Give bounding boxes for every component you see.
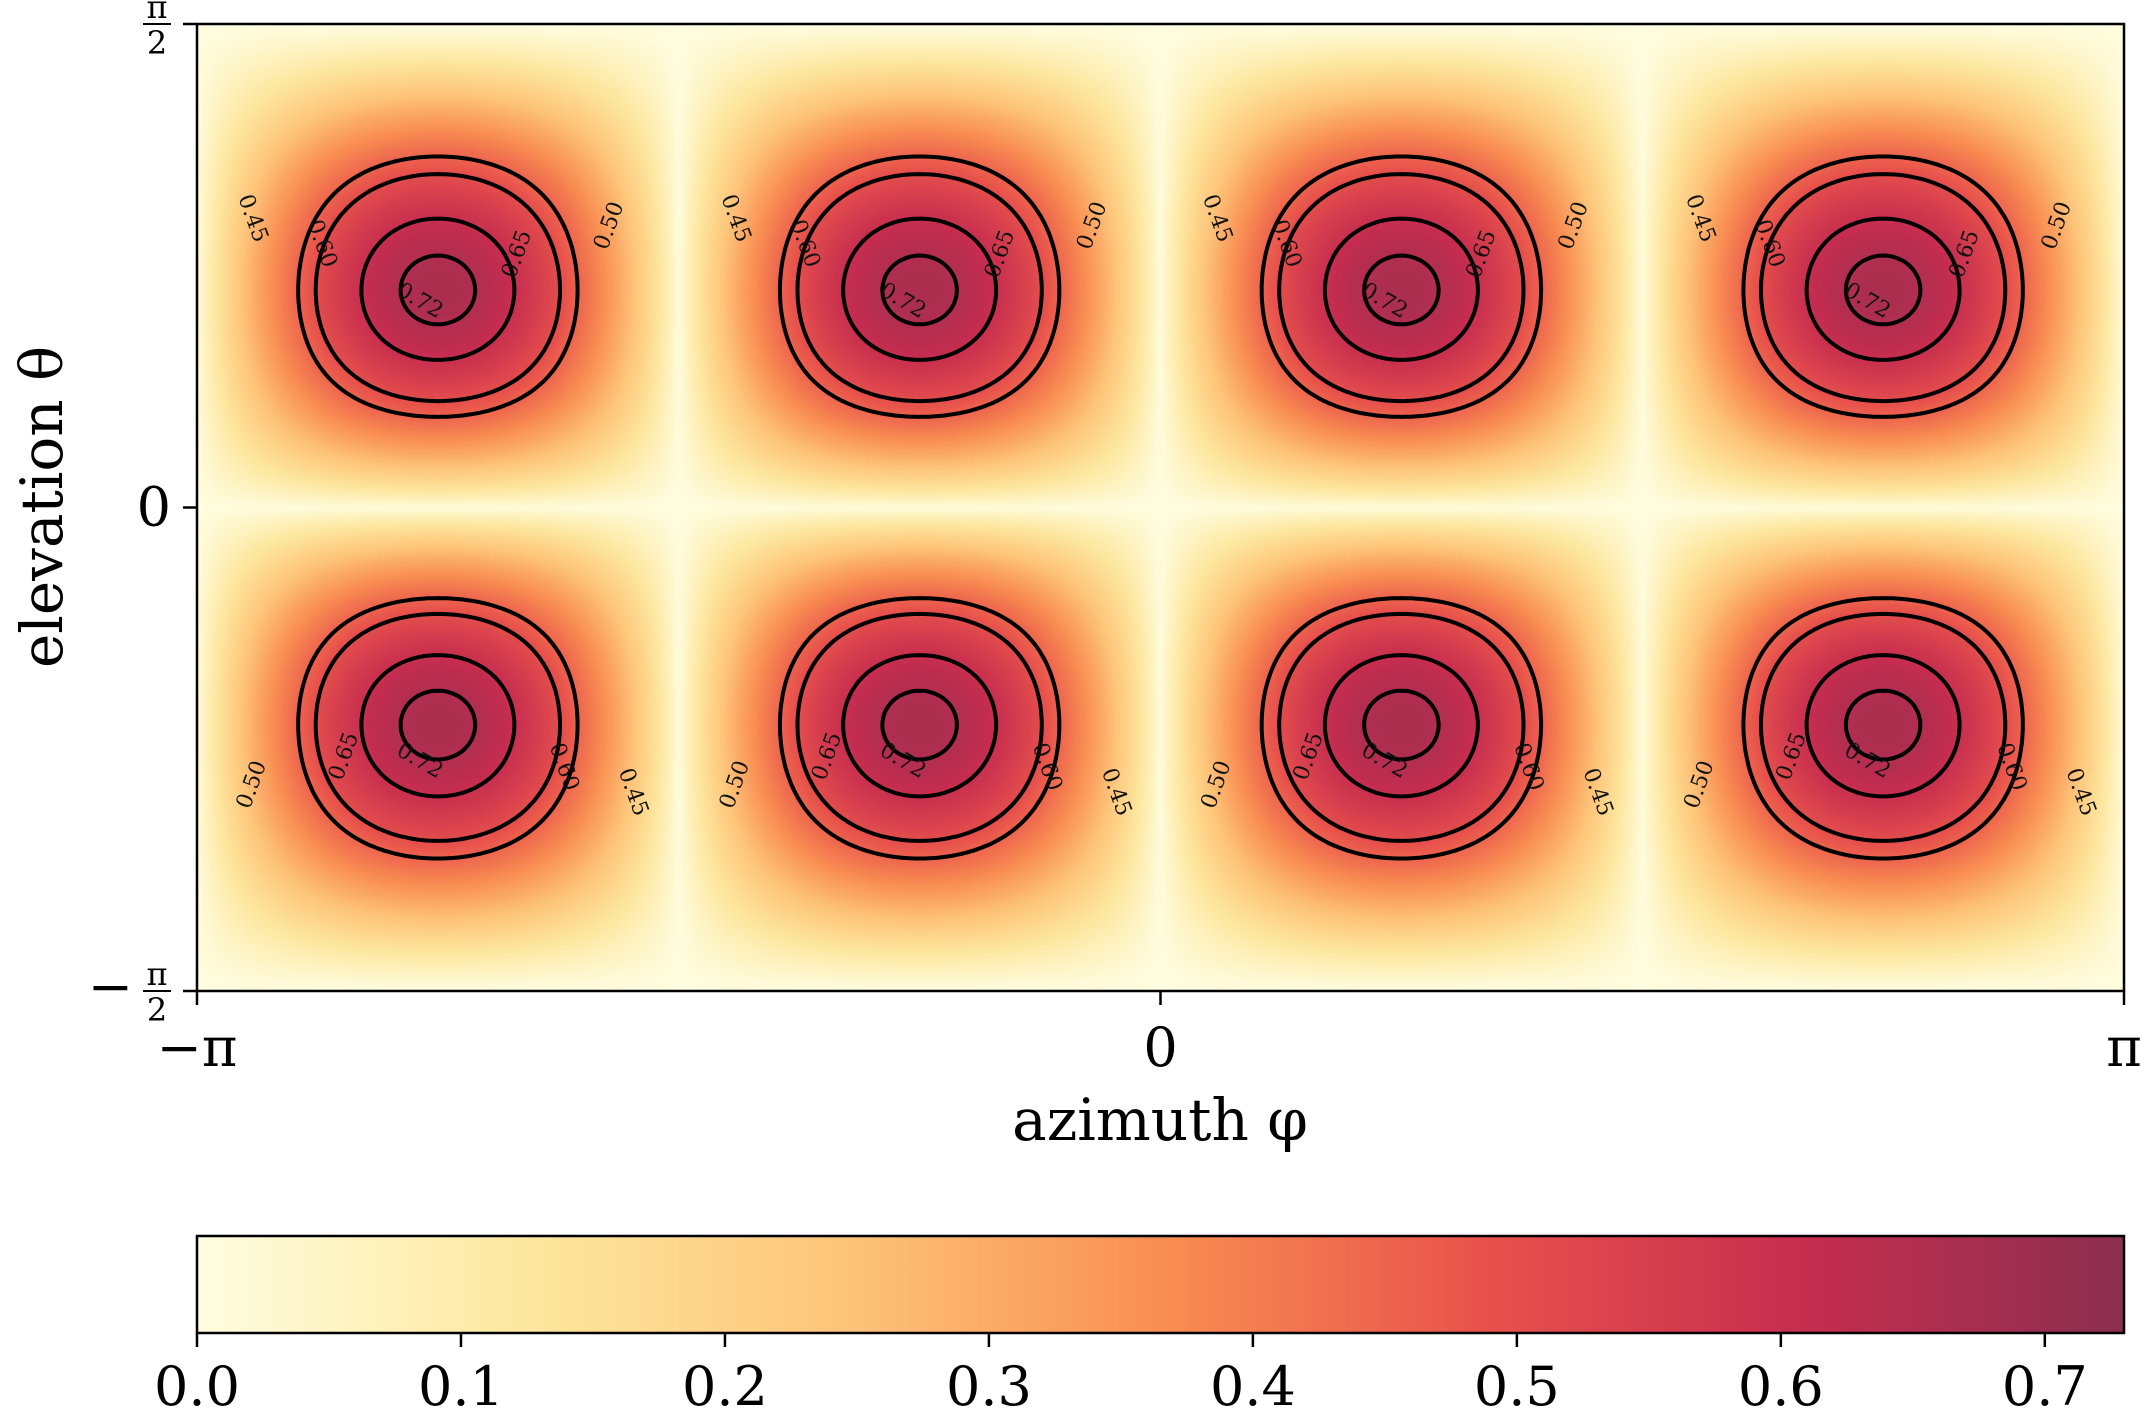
heatmap-image [197,24,2124,991]
contour-level-0.65 [398,253,1923,762]
colorbar-frame [195,1234,2126,1335]
y-tick-label: 0 [137,476,171,539]
colorbar-ticks: 0.0 0.1 0.2 0.3 0.4 0.5 0.6 0.7 [154,1333,2088,1411]
colorbar-gradient [197,1236,2124,1333]
colorbar-tick-label: 0.3 [946,1355,1032,1411]
contour-lines [296,154,2025,861]
colorbar-tick-label: 0.0 [154,1355,240,1411]
colorbar-tick-label: 0.1 [418,1355,504,1411]
y-axis-ticks: π2−0π2 [88,0,197,1029]
x-tick-label: π [2106,1016,2142,1079]
colorbar-tick-label: 0.6 [1738,1355,1824,1411]
x-axis-ticks: −π 0 π [157,991,2142,1079]
x-tick-label: 0 [1143,1016,1177,1079]
x-tick-label: −π [157,1016,238,1079]
svg-text:π: π [146,955,167,993]
colorbar-tick-label: 0.2 [682,1355,768,1411]
colorbar-tick-label: 0.4 [1210,1355,1296,1411]
svg-text:−: − [88,955,133,1018]
contour-level-0.50 [313,172,2008,843]
svg-text:π: π [146,0,167,26]
contour-level-0.45 [296,154,2025,861]
y-tick-fraction: π2 [143,0,171,62]
heatmap-area [197,24,2124,991]
svg-text:2: 2 [147,24,167,62]
contour-level-0.60 [359,216,1962,799]
svg-text:2: 2 [147,991,167,1029]
colorbar-tick-label: 0.7 [2002,1355,2088,1411]
colorbar: 0.0 0.1 0.2 0.3 0.4 0.5 0.6 0.7 [154,1234,2126,1411]
x-axis-label: azimuth φ [1012,1086,1308,1154]
colorbar-tick-label: 0.5 [1474,1355,1560,1411]
y-tick-fraction: π2− [88,955,171,1029]
y-axis-label: elevation θ [8,346,76,668]
